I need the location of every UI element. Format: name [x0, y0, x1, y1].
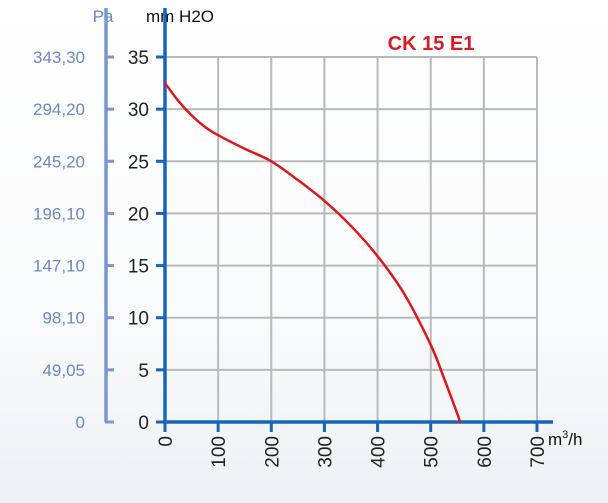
y-tick-label: 35: [128, 48, 149, 69]
pa-tick-label: 196,10: [33, 204, 85, 223]
y-tick-label: 10: [128, 309, 149, 330]
x-tick-label: 400: [369, 436, 390, 468]
pa-tick-label: 245,20: [33, 152, 85, 171]
y-tick-label: 25: [128, 152, 149, 173]
chart-title: CK 15 E1: [388, 33, 475, 55]
pa-tick-label: 0: [76, 413, 85, 432]
y-tick-label: 0: [138, 413, 149, 434]
y-tick-label: 20: [128, 204, 149, 225]
pa-tick-label: 98,10: [42, 309, 85, 328]
mmh2o-unit-label: mm H2O: [146, 7, 214, 26]
x-tick-label: 0: [156, 436, 177, 447]
y-tick-label: 30: [128, 100, 149, 121]
y-tick-label: 15: [128, 257, 149, 278]
x-tick-label: 700: [528, 436, 549, 468]
fan-curve-line: [163, 81, 462, 424]
x-tick-label: 500: [422, 436, 443, 468]
pa-tick-label: 343,30: [33, 48, 85, 67]
pa-tick-label: 49,05: [42, 361, 85, 380]
x-unit-label: m3/h: [548, 429, 582, 449]
pa-unit-label: Pa: [93, 7, 114, 26]
x-tick-label: 600: [475, 436, 496, 468]
pa-tick-label: 294,20: [33, 100, 85, 119]
x-tick-label: 100: [209, 436, 230, 468]
y-tick-label: 5: [138, 361, 149, 382]
plot-area: 0 49,05 98,10 147,10 196,10 245,20 294,20 343,3…: [33, 8, 553, 468]
x-tick-label: 300: [315, 436, 336, 468]
x-tick-label: 200: [262, 436, 283, 468]
pa-tick-label: 147,10: [33, 257, 85, 276]
